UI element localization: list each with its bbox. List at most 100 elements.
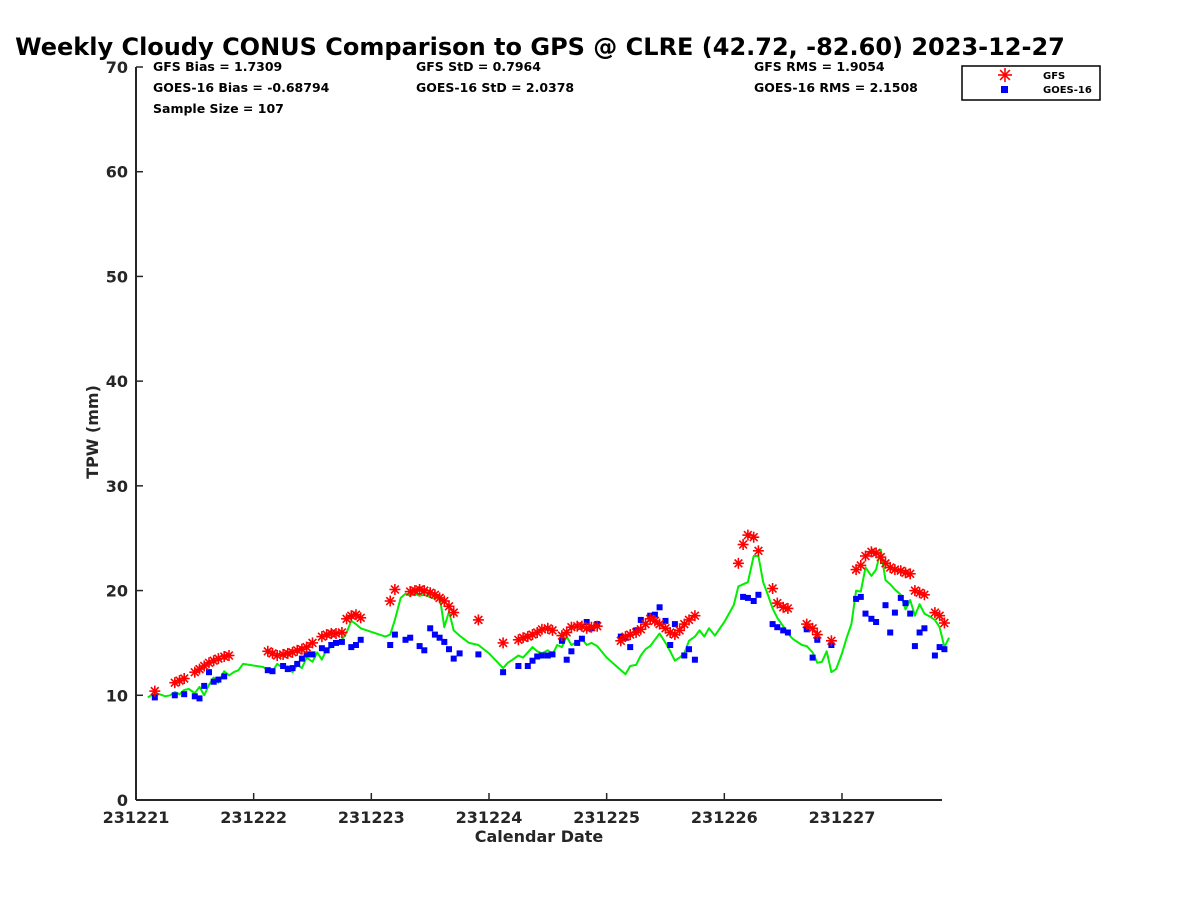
gfs-point: [301, 641, 313, 653]
goes-16-point: [456, 650, 463, 657]
x-tick-label: 231221: [103, 808, 170, 827]
goes-16-point: [627, 644, 634, 651]
gfs-point: [934, 610, 946, 622]
y-tick-label: 60: [106, 163, 128, 182]
goes-16-point: [887, 629, 894, 636]
goes-16-point: [206, 669, 212, 676]
axes: 0 10 20 30 40 50 60 70 231221 231222 231223 231224 2…: [103, 58, 942, 827]
gfs-point: [448, 607, 460, 619]
goes-16-point: [181, 691, 188, 698]
goes-16-point: [303, 651, 310, 658]
gfs-rms-stat: GFS RMS = 1.9054: [754, 59, 885, 74]
goes-std-stat: GOES-16 StD = 2.0378: [416, 80, 574, 95]
gfs-point: [689, 610, 701, 622]
legend-gfs-label: GFS: [1043, 71, 1065, 82]
y-tick-label: 0: [117, 791, 128, 810]
gfs-std-stat: GFS StD = 0.7964: [416, 59, 541, 74]
goes-16-point: [774, 624, 781, 631]
goes-16-point: [500, 669, 507, 676]
goes-16-point: [578, 635, 585, 642]
goes-16-point: [427, 625, 434, 632]
goes-16-point: [862, 610, 869, 617]
gfs-point: [307, 637, 318, 649]
goes-16-point: [857, 593, 864, 600]
goes-16-point: [538, 652, 545, 659]
goes-16-point: [215, 676, 222, 683]
goes-16-point: [529, 657, 536, 664]
goes-16-point: [637, 616, 644, 623]
gfs-point: [674, 624, 686, 636]
goes-16-point: [323, 647, 330, 654]
gfs-point: [767, 583, 779, 594]
y-tick-label: 30: [106, 477, 128, 496]
goes-16-point: [357, 636, 364, 643]
goes-16-point: [515, 663, 522, 669]
goes-16-point: [574, 639, 581, 646]
goes-16-point: [289, 665, 296, 672]
y-tick-label: 20: [106, 582, 128, 601]
gfs-point: [904, 568, 916, 580]
gfs-point: [855, 559, 867, 571]
goes-16-point: [416, 643, 423, 650]
x-tick-label: 231225: [573, 808, 640, 827]
goes-16-point: [284, 666, 291, 673]
goes-16-point: [318, 645, 325, 652]
goes-16-point: [387, 642, 394, 648]
goes-16-point: [853, 595, 860, 602]
goes-16-point: [897, 594, 904, 601]
goes-16-point: [651, 611, 658, 618]
x-axis-label: Calendar Date: [475, 827, 604, 846]
goes-16-point: [524, 663, 531, 669]
goes-16-point: [171, 692, 178, 699]
y-tick-label: 70: [106, 58, 128, 77]
y-tick-label: 10: [106, 686, 128, 705]
goes-16-point: [769, 621, 776, 628]
gfs-point: [336, 627, 348, 638]
goes-16-point: [450, 655, 457, 662]
gfs-point: [654, 618, 666, 630]
legend: GFS GOES-16: [961, 65, 1101, 101]
goes-16-point: [740, 593, 747, 600]
x-tick-label: 231224: [456, 808, 523, 827]
goes-16-point: [328, 642, 335, 648]
goes-16-point: [544, 652, 551, 659]
goes-16-point: [353, 642, 359, 648]
gfs-point: [683, 614, 695, 626]
goes-16-point: [280, 663, 287, 669]
gfs-point: [807, 622, 819, 634]
goes-16-point: [431, 631, 438, 638]
gfs-point: [497, 637, 509, 649]
goes-16-point: [921, 625, 928, 632]
goes-16-point: [563, 656, 570, 663]
goes-16-point: [784, 629, 791, 636]
chart-title: Weekly Cloudy CONUS Comparison to GPS @ …: [15, 33, 1065, 61]
goes-16-point: [210, 678, 217, 685]
y-axis-label: TPW (mm): [83, 385, 102, 479]
gfs-point: [355, 612, 367, 624]
goes-16-point: [907, 610, 914, 617]
goes-16-point: [348, 644, 355, 651]
goes-16-point: [868, 615, 875, 622]
goes-16-point: [755, 591, 762, 598]
goes-16-point: [681, 652, 688, 659]
goes-16-point: [931, 652, 938, 659]
gfs-point: [443, 600, 455, 612]
legend-box: [961, 65, 1101, 101]
goes-16-point: [667, 642, 674, 648]
goes-16-point: [662, 617, 669, 624]
goes-16-point: [534, 653, 541, 660]
gfs-point: [384, 595, 396, 607]
goes-16-point: [309, 651, 316, 658]
gfs-point: [771, 597, 783, 609]
gfs-point: [536, 623, 548, 635]
goes-16-point: [936, 644, 943, 651]
goes-16-point: [391, 631, 398, 638]
goes-bias-stat: GOES-16 Bias = -0.68794: [153, 80, 330, 95]
gfs-point: [178, 673, 190, 684]
goes-16-point: [475, 651, 482, 658]
goes-16-point: [671, 621, 678, 628]
goes-16-point: [298, 655, 305, 662]
gfs-point: [938, 617, 950, 629]
x-tick-label: 231227: [809, 808, 876, 827]
